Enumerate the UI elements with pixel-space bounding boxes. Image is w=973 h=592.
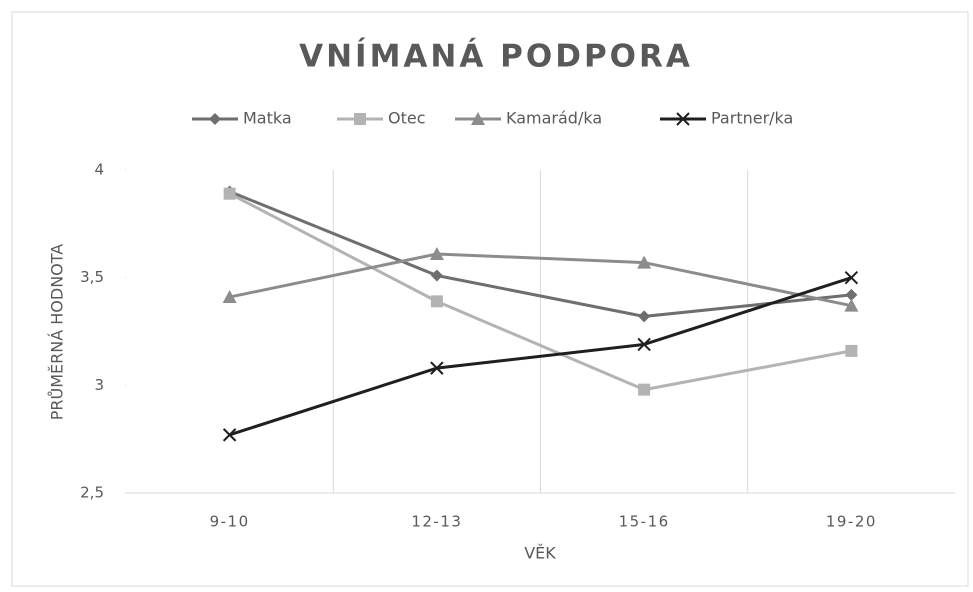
x-tick-label: 12-13 [411, 513, 462, 531]
data-point [430, 269, 443, 282]
legend-marker [676, 112, 690, 126]
x-tick-label: 9-10 [210, 513, 250, 531]
data-point [223, 187, 236, 200]
x-tick-label: 19-20 [826, 513, 877, 531]
data-point [430, 361, 444, 375]
data-point [844, 270, 859, 285]
data-point [430, 295, 443, 308]
data-point [637, 337, 651, 352]
data-point [845, 344, 858, 357]
series-line [228, 192, 852, 392]
x-axis-label: VĚK [524, 544, 556, 563]
legend-label: Partner/ka [711, 109, 793, 128]
series-line [229, 252, 852, 308]
data-point [845, 288, 858, 301]
series-line [229, 190, 852, 318]
data-point [844, 298, 859, 312]
y-tick-label: 3,5 [80, 268, 104, 286]
legend-label: Otec [388, 109, 426, 128]
legend-label: Kamarád/ka [506, 109, 602, 128]
y-axis-label: PRŮMĚRNÁ HODNOTA [48, 244, 67, 421]
data-point [429, 246, 444, 260]
y-tick-label: 3 [94, 376, 104, 394]
legend-marker [471, 112, 485, 125]
data-point [222, 290, 237, 304]
legend-marker [354, 113, 366, 125]
y-tick-label: 4 [94, 161, 104, 179]
chart-title: VNÍMANÁ PODPORA [299, 39, 693, 75]
x-tick-label: 15-16 [619, 513, 670, 531]
series-line [229, 276, 852, 437]
y-tick-label: 2,5 [80, 484, 104, 502]
data-point [637, 255, 652, 269]
legend-label: Matka [243, 109, 292, 128]
data-point [638, 310, 651, 323]
data-point [222, 428, 237, 442]
legend-marker [209, 113, 221, 125]
data-point [638, 383, 651, 396]
